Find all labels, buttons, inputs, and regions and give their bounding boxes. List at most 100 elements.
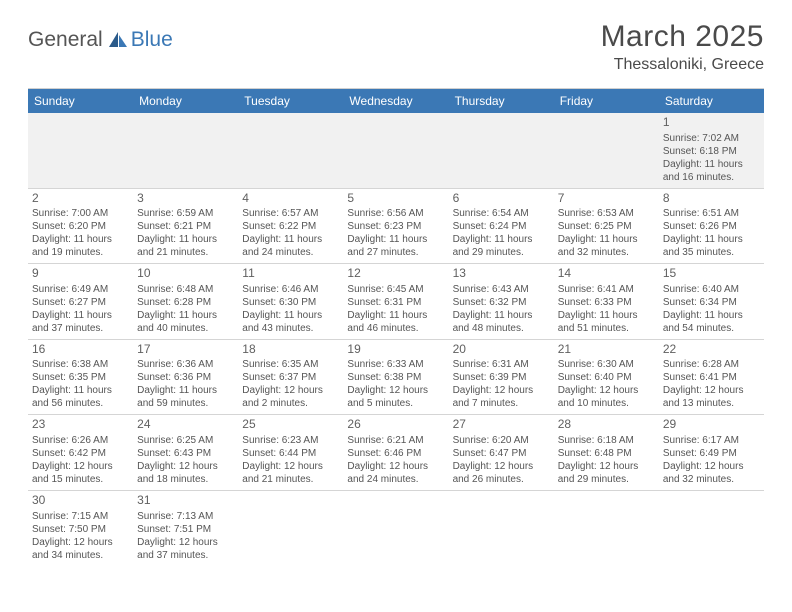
day-number: 9 bbox=[32, 266, 129, 282]
sunset-text: Sunset: 6:47 PM bbox=[453, 447, 550, 460]
daylight-text: Daylight: 11 hours and 48 minutes. bbox=[453, 309, 550, 335]
sunrise-text: Sunrise: 6:30 AM bbox=[558, 358, 655, 371]
sunset-text: Sunset: 6:30 PM bbox=[242, 296, 339, 309]
weekday-header: Tuesday bbox=[238, 89, 343, 114]
sunset-text: Sunset: 6:32 PM bbox=[453, 296, 550, 309]
day-number: 3 bbox=[137, 191, 234, 207]
calendar-cell bbox=[659, 490, 764, 565]
calendar-cell: 4Sunrise: 6:57 AMSunset: 6:22 PMDaylight… bbox=[238, 188, 343, 264]
sunset-text: Sunset: 6:41 PM bbox=[663, 371, 760, 384]
sunrise-text: Sunrise: 6:48 AM bbox=[137, 283, 234, 296]
sunrise-text: Sunrise: 6:45 AM bbox=[347, 283, 444, 296]
calendar-cell: 11Sunrise: 6:46 AMSunset: 6:30 PMDayligh… bbox=[238, 264, 343, 340]
calendar-cell: 13Sunrise: 6:43 AMSunset: 6:32 PMDayligh… bbox=[449, 264, 554, 340]
sunset-text: Sunset: 6:38 PM bbox=[347, 371, 444, 384]
sunrise-text: Sunrise: 6:33 AM bbox=[347, 358, 444, 371]
calendar-cell bbox=[238, 113, 343, 188]
calendar-cell: 1Sunrise: 7:02 AMSunset: 6:18 PMDaylight… bbox=[659, 113, 764, 188]
calendar-table: SundayMondayTuesdayWednesdayThursdayFrid… bbox=[28, 88, 764, 566]
day-number: 15 bbox=[663, 266, 760, 282]
day-number: 21 bbox=[558, 342, 655, 358]
calendar-cell bbox=[133, 113, 238, 188]
calendar-cell bbox=[449, 490, 554, 565]
calendar-cell: 17Sunrise: 6:36 AMSunset: 6:36 PMDayligh… bbox=[133, 339, 238, 415]
daylight-text: Daylight: 11 hours and 16 minutes. bbox=[663, 158, 760, 184]
daylight-text: Daylight: 12 hours and 5 minutes. bbox=[347, 384, 444, 410]
sunset-text: Sunset: 6:34 PM bbox=[663, 296, 760, 309]
daylight-text: Daylight: 11 hours and 54 minutes. bbox=[663, 309, 760, 335]
daylight-text: Daylight: 11 hours and 37 minutes. bbox=[32, 309, 129, 335]
logo-general: General bbox=[28, 28, 103, 52]
calendar-cell: 7Sunrise: 6:53 AMSunset: 6:25 PMDaylight… bbox=[554, 188, 659, 264]
calendar-row: 23Sunrise: 6:26 AMSunset: 6:42 PMDayligh… bbox=[28, 415, 764, 491]
day-number: 22 bbox=[663, 342, 760, 358]
daylight-text: Daylight: 12 hours and 2 minutes. bbox=[242, 384, 339, 410]
day-number: 23 bbox=[32, 417, 129, 433]
daylight-text: Daylight: 12 hours and 34 minutes. bbox=[32, 536, 129, 562]
calendar-cell: 23Sunrise: 6:26 AMSunset: 6:42 PMDayligh… bbox=[28, 415, 133, 491]
sunset-text: Sunset: 6:36 PM bbox=[137, 371, 234, 384]
daylight-text: Daylight: 12 hours and 37 minutes. bbox=[137, 536, 234, 562]
calendar-cell: 24Sunrise: 6:25 AMSunset: 6:43 PMDayligh… bbox=[133, 415, 238, 491]
sunrise-text: Sunrise: 7:13 AM bbox=[137, 510, 234, 523]
calendar-cell bbox=[554, 113, 659, 188]
calendar-cell: 2Sunrise: 7:00 AMSunset: 6:20 PMDaylight… bbox=[28, 188, 133, 264]
sunrise-text: Sunrise: 6:21 AM bbox=[347, 434, 444, 447]
calendar-cell: 19Sunrise: 6:33 AMSunset: 6:38 PMDayligh… bbox=[343, 339, 448, 415]
sunset-text: Sunset: 6:31 PM bbox=[347, 296, 444, 309]
calendar-row: 30Sunrise: 7:15 AMSunset: 7:50 PMDayligh… bbox=[28, 490, 764, 565]
calendar-cell: 28Sunrise: 6:18 AMSunset: 6:48 PMDayligh… bbox=[554, 415, 659, 491]
sunrise-text: Sunrise: 7:02 AM bbox=[663, 132, 760, 145]
logo-blue: Blue bbox=[131, 28, 173, 52]
calendar-cell: 30Sunrise: 7:15 AMSunset: 7:50 PMDayligh… bbox=[28, 490, 133, 565]
day-number: 14 bbox=[558, 266, 655, 282]
calendar-cell: 15Sunrise: 6:40 AMSunset: 6:34 PMDayligh… bbox=[659, 264, 764, 340]
sunset-text: Sunset: 6:35 PM bbox=[32, 371, 129, 384]
sunset-text: Sunset: 6:25 PM bbox=[558, 220, 655, 233]
day-number: 4 bbox=[242, 191, 339, 207]
month-title: March 2025 bbox=[601, 20, 764, 54]
sunset-text: Sunset: 6:40 PM bbox=[558, 371, 655, 384]
header: General Blue March 2025 Thessaloniki, Gr… bbox=[28, 20, 764, 74]
calendar-cell: 21Sunrise: 6:30 AMSunset: 6:40 PMDayligh… bbox=[554, 339, 659, 415]
day-number: 25 bbox=[242, 417, 339, 433]
calendar-cell: 16Sunrise: 6:38 AMSunset: 6:35 PMDayligh… bbox=[28, 339, 133, 415]
calendar-cell bbox=[554, 490, 659, 565]
sunset-text: Sunset: 6:33 PM bbox=[558, 296, 655, 309]
daylight-text: Daylight: 12 hours and 15 minutes. bbox=[32, 460, 129, 486]
sunrise-text: Sunrise: 6:54 AM bbox=[453, 207, 550, 220]
sunrise-text: Sunrise: 6:17 AM bbox=[663, 434, 760, 447]
day-number: 20 bbox=[453, 342, 550, 358]
daylight-text: Daylight: 12 hours and 24 minutes. bbox=[347, 460, 444, 486]
sunset-text: Sunset: 6:21 PM bbox=[137, 220, 234, 233]
day-number: 1 bbox=[663, 115, 760, 131]
weekday-header: Saturday bbox=[659, 89, 764, 114]
weekday-header: Monday bbox=[133, 89, 238, 114]
sunset-text: Sunset: 6:42 PM bbox=[32, 447, 129, 460]
sunset-text: Sunset: 6:39 PM bbox=[453, 371, 550, 384]
day-number: 8 bbox=[663, 191, 760, 207]
day-number: 7 bbox=[558, 191, 655, 207]
title-block: March 2025 Thessaloniki, Greece bbox=[601, 20, 764, 74]
sunrise-text: Sunrise: 6:35 AM bbox=[242, 358, 339, 371]
sunrise-text: Sunrise: 6:51 AM bbox=[663, 207, 760, 220]
daylight-text: Daylight: 12 hours and 13 minutes. bbox=[663, 384, 760, 410]
daylight-text: Daylight: 11 hours and 21 minutes. bbox=[137, 233, 234, 259]
sunrise-text: Sunrise: 6:57 AM bbox=[242, 207, 339, 220]
weekday-header: Wednesday bbox=[343, 89, 448, 114]
day-number: 13 bbox=[453, 266, 550, 282]
sunrise-text: Sunrise: 6:59 AM bbox=[137, 207, 234, 220]
sunset-text: Sunset: 6:24 PM bbox=[453, 220, 550, 233]
logo-sail-icon bbox=[107, 30, 129, 50]
day-number: 24 bbox=[137, 417, 234, 433]
sunset-text: Sunset: 6:20 PM bbox=[32, 220, 129, 233]
calendar-cell: 3Sunrise: 6:59 AMSunset: 6:21 PMDaylight… bbox=[133, 188, 238, 264]
sunset-text: Sunset: 6:46 PM bbox=[347, 447, 444, 460]
sunrise-text: Sunrise: 6:43 AM bbox=[453, 283, 550, 296]
sunset-text: Sunset: 6:37 PM bbox=[242, 371, 339, 384]
calendar-cell bbox=[343, 490, 448, 565]
sunrise-text: Sunrise: 6:18 AM bbox=[558, 434, 655, 447]
daylight-text: Daylight: 12 hours and 29 minutes. bbox=[558, 460, 655, 486]
daylight-text: Daylight: 11 hours and 24 minutes. bbox=[242, 233, 339, 259]
daylight-text: Daylight: 11 hours and 40 minutes. bbox=[137, 309, 234, 335]
